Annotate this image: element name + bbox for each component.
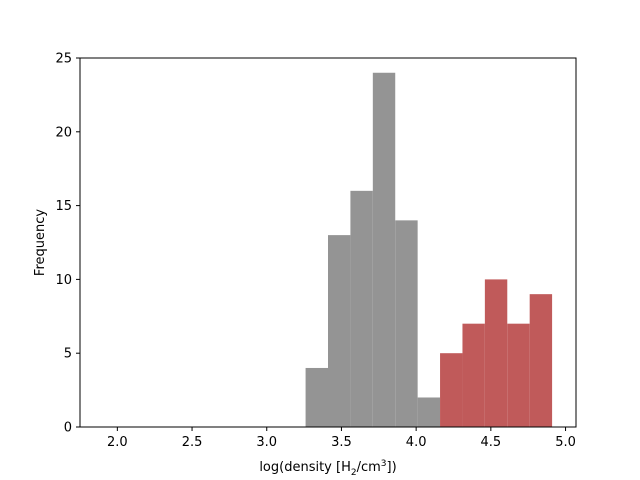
- histogram-bar: [305, 367, 328, 427]
- x-axis-ticks: 2.0 2.5 3.0 3.5 4.0 4.5 5.0: [107, 427, 576, 450]
- y-tick-label: 15: [55, 199, 72, 214]
- x-tick-label: 4.0: [406, 435, 427, 450]
- histogram-bar: [417, 397, 441, 427]
- y-axis-ticks: 0 5 10 15 20 25: [55, 52, 80, 436]
- y-tick-label: 5: [64, 347, 72, 362]
- histogram-bar: [372, 72, 396, 427]
- x-tick-label: 3.5: [331, 435, 352, 450]
- y-axis-label: Frequency: [33, 209, 48, 276]
- x-tick-label: 5.0: [555, 435, 576, 450]
- histogram-bar: [328, 235, 351, 427]
- histogram-bar: [440, 353, 463, 427]
- histogram-bar: [529, 294, 553, 427]
- x-tick-label: 2.0: [107, 435, 128, 450]
- y-tick-label: 0: [64, 421, 72, 436]
- histogram-bar: [484, 279, 508, 427]
- histogram-bar: [395, 220, 418, 427]
- plot-area-frame: [79, 57, 577, 428]
- x-tick-label: 2.5: [182, 435, 203, 450]
- x-tick-label: 4.5: [480, 435, 501, 450]
- histogram-bar: [350, 190, 373, 427]
- y-tick-label: 20: [55, 125, 72, 140]
- x-tick-label: 3.0: [256, 435, 277, 450]
- bars-layer: [305, 72, 553, 427]
- y-tick-label: 25: [55, 52, 72, 67]
- x-axis-label: log(density [H2/cm3]): [259, 459, 396, 478]
- histogram-bar: [507, 323, 530, 427]
- histogram-bar: [462, 323, 485, 427]
- y-tick-label: 10: [55, 273, 72, 288]
